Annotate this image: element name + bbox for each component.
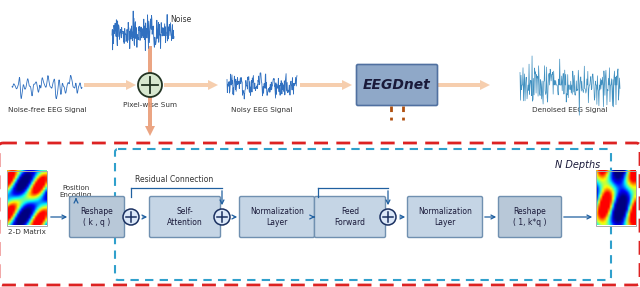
FancyBboxPatch shape bbox=[314, 197, 385, 238]
Text: 2-D Matrix: 2-D Matrix bbox=[8, 230, 46, 236]
Polygon shape bbox=[438, 80, 490, 90]
FancyBboxPatch shape bbox=[70, 197, 125, 238]
FancyBboxPatch shape bbox=[115, 149, 611, 280]
Polygon shape bbox=[84, 80, 136, 90]
Circle shape bbox=[138, 73, 162, 97]
Text: Position
Encoding: Position Encoding bbox=[60, 185, 92, 199]
Text: Residual Connection: Residual Connection bbox=[135, 175, 213, 184]
Polygon shape bbox=[164, 80, 218, 90]
FancyBboxPatch shape bbox=[150, 197, 221, 238]
Circle shape bbox=[123, 209, 139, 225]
Text: Noisy EEG Signal: Noisy EEG Signal bbox=[231, 107, 292, 113]
Text: EEGDnet: EEGDnet bbox=[363, 78, 431, 92]
Circle shape bbox=[380, 209, 396, 225]
Text: Reshape
( k , q ): Reshape ( k , q ) bbox=[81, 207, 113, 227]
Circle shape bbox=[214, 209, 230, 225]
Text: Normalization
Layer: Normalization Layer bbox=[250, 207, 304, 227]
Text: Reshape
( 1, k*q ): Reshape ( 1, k*q ) bbox=[513, 207, 547, 227]
Text: Denoised EEG Signal: Denoised EEG Signal bbox=[532, 107, 608, 113]
Text: Feed
Forward: Feed Forward bbox=[335, 207, 365, 227]
Text: Self-
Attention: Self- Attention bbox=[167, 207, 203, 227]
FancyBboxPatch shape bbox=[356, 65, 438, 106]
Text: N Depths: N Depths bbox=[555, 160, 600, 170]
Text: Noise: Noise bbox=[170, 15, 191, 24]
FancyBboxPatch shape bbox=[0, 143, 640, 285]
FancyBboxPatch shape bbox=[499, 197, 561, 238]
Bar bbox=[7, 170, 47, 226]
Text: Noise-free EEG Signal: Noise-free EEG Signal bbox=[8, 107, 86, 113]
Polygon shape bbox=[145, 46, 155, 136]
Polygon shape bbox=[300, 80, 352, 90]
FancyBboxPatch shape bbox=[408, 197, 483, 238]
Text: Normalization
Layer: Normalization Layer bbox=[418, 207, 472, 227]
Bar bbox=[596, 170, 636, 226]
Text: Pixel-wise Sum: Pixel-wise Sum bbox=[123, 102, 177, 108]
FancyBboxPatch shape bbox=[239, 197, 314, 238]
